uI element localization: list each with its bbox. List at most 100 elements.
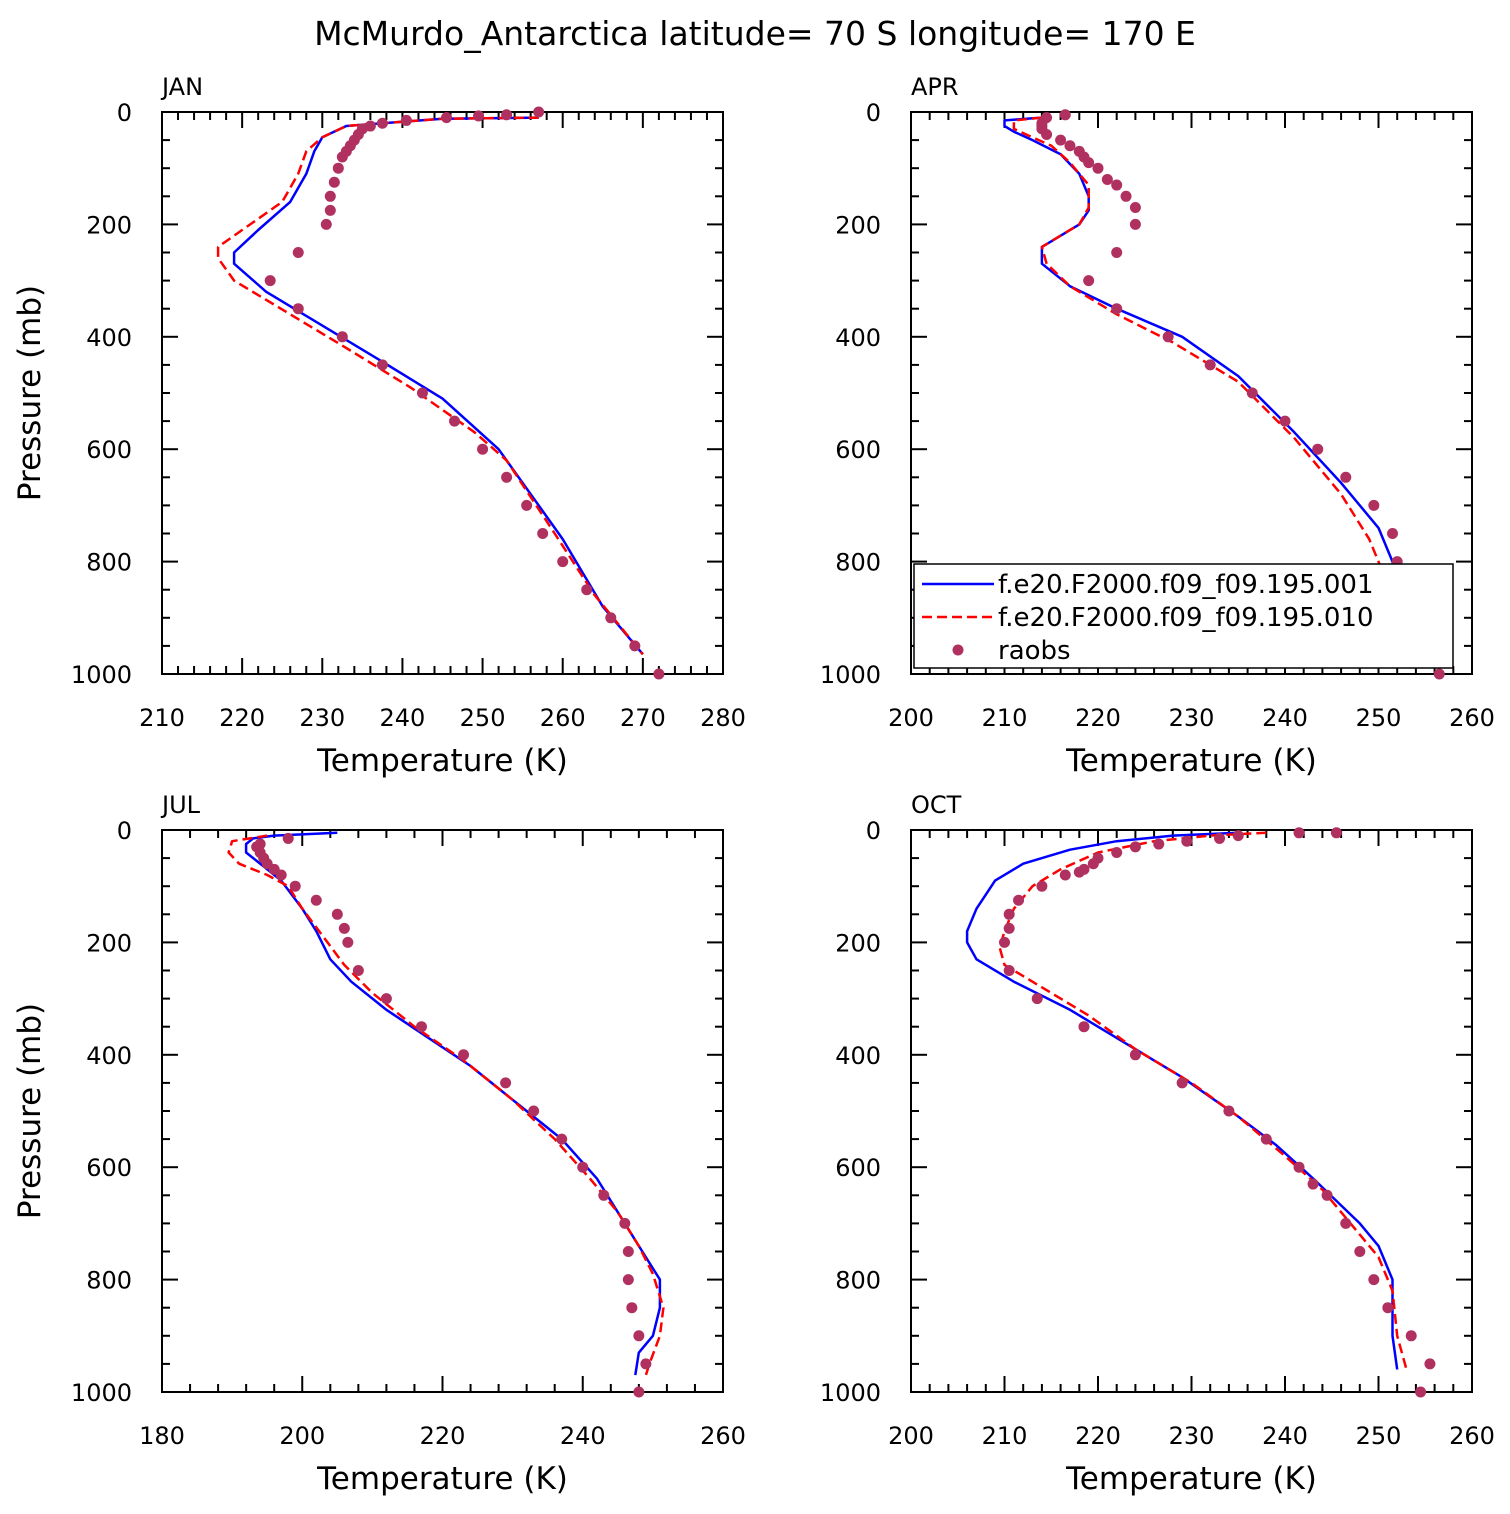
raobs-point [332,162,344,174]
raobs-point [400,114,412,126]
raobs-point [275,869,287,881]
x-tick-label: 210 [139,704,185,732]
y-tick-label: 200 [835,929,881,957]
raobs-point [473,110,485,122]
x-axis-label: Temperature (K) [316,1461,568,1497]
raobs-point [537,528,549,539]
raobs-point [1433,668,1445,680]
raobs-point [415,1021,427,1033]
raobs-point [1036,880,1048,892]
raobs-point [1260,1133,1272,1145]
raobs-point [633,1330,645,1342]
y-tick-label: 800 [835,549,881,577]
x-tick-label: 240 [380,704,426,732]
raobs-point [320,218,332,230]
raobs-point [633,1386,645,1398]
raobs-point [1059,109,1071,121]
y-tick-label: 600 [835,436,881,464]
raobs-point [1312,443,1324,455]
raobs-point [289,880,301,892]
raobs-point [1078,1021,1090,1033]
raobs-point [1083,157,1095,169]
raobs-point [1153,838,1165,850]
raobs-point [324,204,336,216]
legend: f.e20.F2000.f09_f09.195.001f.e20.F2000.f… [913,563,1454,669]
series-raobs-jul [251,832,652,1398]
y-tick-label: 400 [86,1042,132,1070]
raobs-point [1092,162,1104,174]
panel-label-jul: JUL [160,791,201,819]
legend-label: f.e20.F2000.f09_f09.195.001 [998,570,1374,600]
raobs-point [626,1302,638,1314]
legend-swatch-raobs [952,644,964,656]
x-tick-label: 180 [139,1422,185,1450]
raobs-point [380,993,392,1005]
raobs-point [1330,827,1342,839]
x-tick-label: 240 [1262,704,1308,732]
x-tick-label: 260 [700,1422,746,1450]
raobs-point [1111,247,1123,258]
raobs-point [1340,471,1352,483]
raobs-point [1003,922,1015,934]
x-tick-label: 260 [540,704,586,732]
x-tick-label: 260 [1449,1422,1495,1450]
raobs-point [292,303,304,315]
y-tick-label: 800 [86,549,132,577]
raobs-point [477,443,489,455]
raobs-point [999,936,1010,948]
y-tick-label: 800 [86,1267,132,1295]
raobs-point [1176,1077,1188,1089]
raobs-point [1111,846,1123,858]
plot-frame-jul [161,829,724,1393]
raobs-point [338,922,350,934]
y-tick-label: 600 [86,436,132,464]
panel-label-apr: APR [911,73,959,101]
raobs-point [1059,869,1071,881]
raobs-point [598,1189,610,1201]
y-tick-label: 400 [86,324,132,352]
panels: JAN 210 220 230 240 250 260 270 280 0 200 400 600 800… [12,73,1495,1497]
raobs-point [328,176,340,188]
raobs-point [1041,128,1053,140]
raobs-point [622,1246,634,1257]
raobs-point [1087,858,1099,870]
raobs-point [441,112,453,124]
y-tick-label: 1000 [820,1379,881,1407]
raobs-point [557,556,569,568]
raobs-point [605,612,617,624]
raobs-point [533,106,545,118]
raobs-point [1111,179,1123,191]
x-tick-label: 240 [560,1422,606,1450]
raobs-point [324,190,336,202]
raobs-point [622,1274,634,1286]
x-tick-label: 220 [219,704,265,732]
series-line-001-jul [244,831,662,1376]
raobs-point [1279,415,1291,427]
raobs-point [1368,1274,1380,1286]
y-tick-label: 400 [835,1042,881,1070]
raobs-point [1181,835,1193,847]
x-tick-label: 200 [279,1422,325,1450]
raobs-point [1120,190,1132,202]
raobs-point [336,331,348,343]
raobs-point [1064,140,1076,152]
plot-frame-jan [161,111,724,675]
x-tick-label: 230 [299,704,345,732]
series-line-010-jan [216,116,644,656]
y-tick-label: 1000 [71,661,132,689]
x-axis-label: Temperature (K) [1065,1461,1317,1497]
raobs-point [376,359,388,371]
x-tick-label: 240 [1262,1422,1308,1450]
raobs-point [1031,993,1043,1005]
raobs-point [1013,894,1025,906]
raobs-point [1293,1161,1305,1173]
raobs-point [1055,134,1067,146]
x-tick-label: 250 [460,704,506,732]
legend-label: raobs [998,636,1071,666]
raobs-point [1405,1330,1417,1342]
y-axis-label: Pressure (mb) [12,1003,48,1219]
series-line-001-apr [1003,116,1427,653]
x-tick-label: 220 [420,1422,466,1450]
x-tick-label: 220 [1075,704,1121,732]
